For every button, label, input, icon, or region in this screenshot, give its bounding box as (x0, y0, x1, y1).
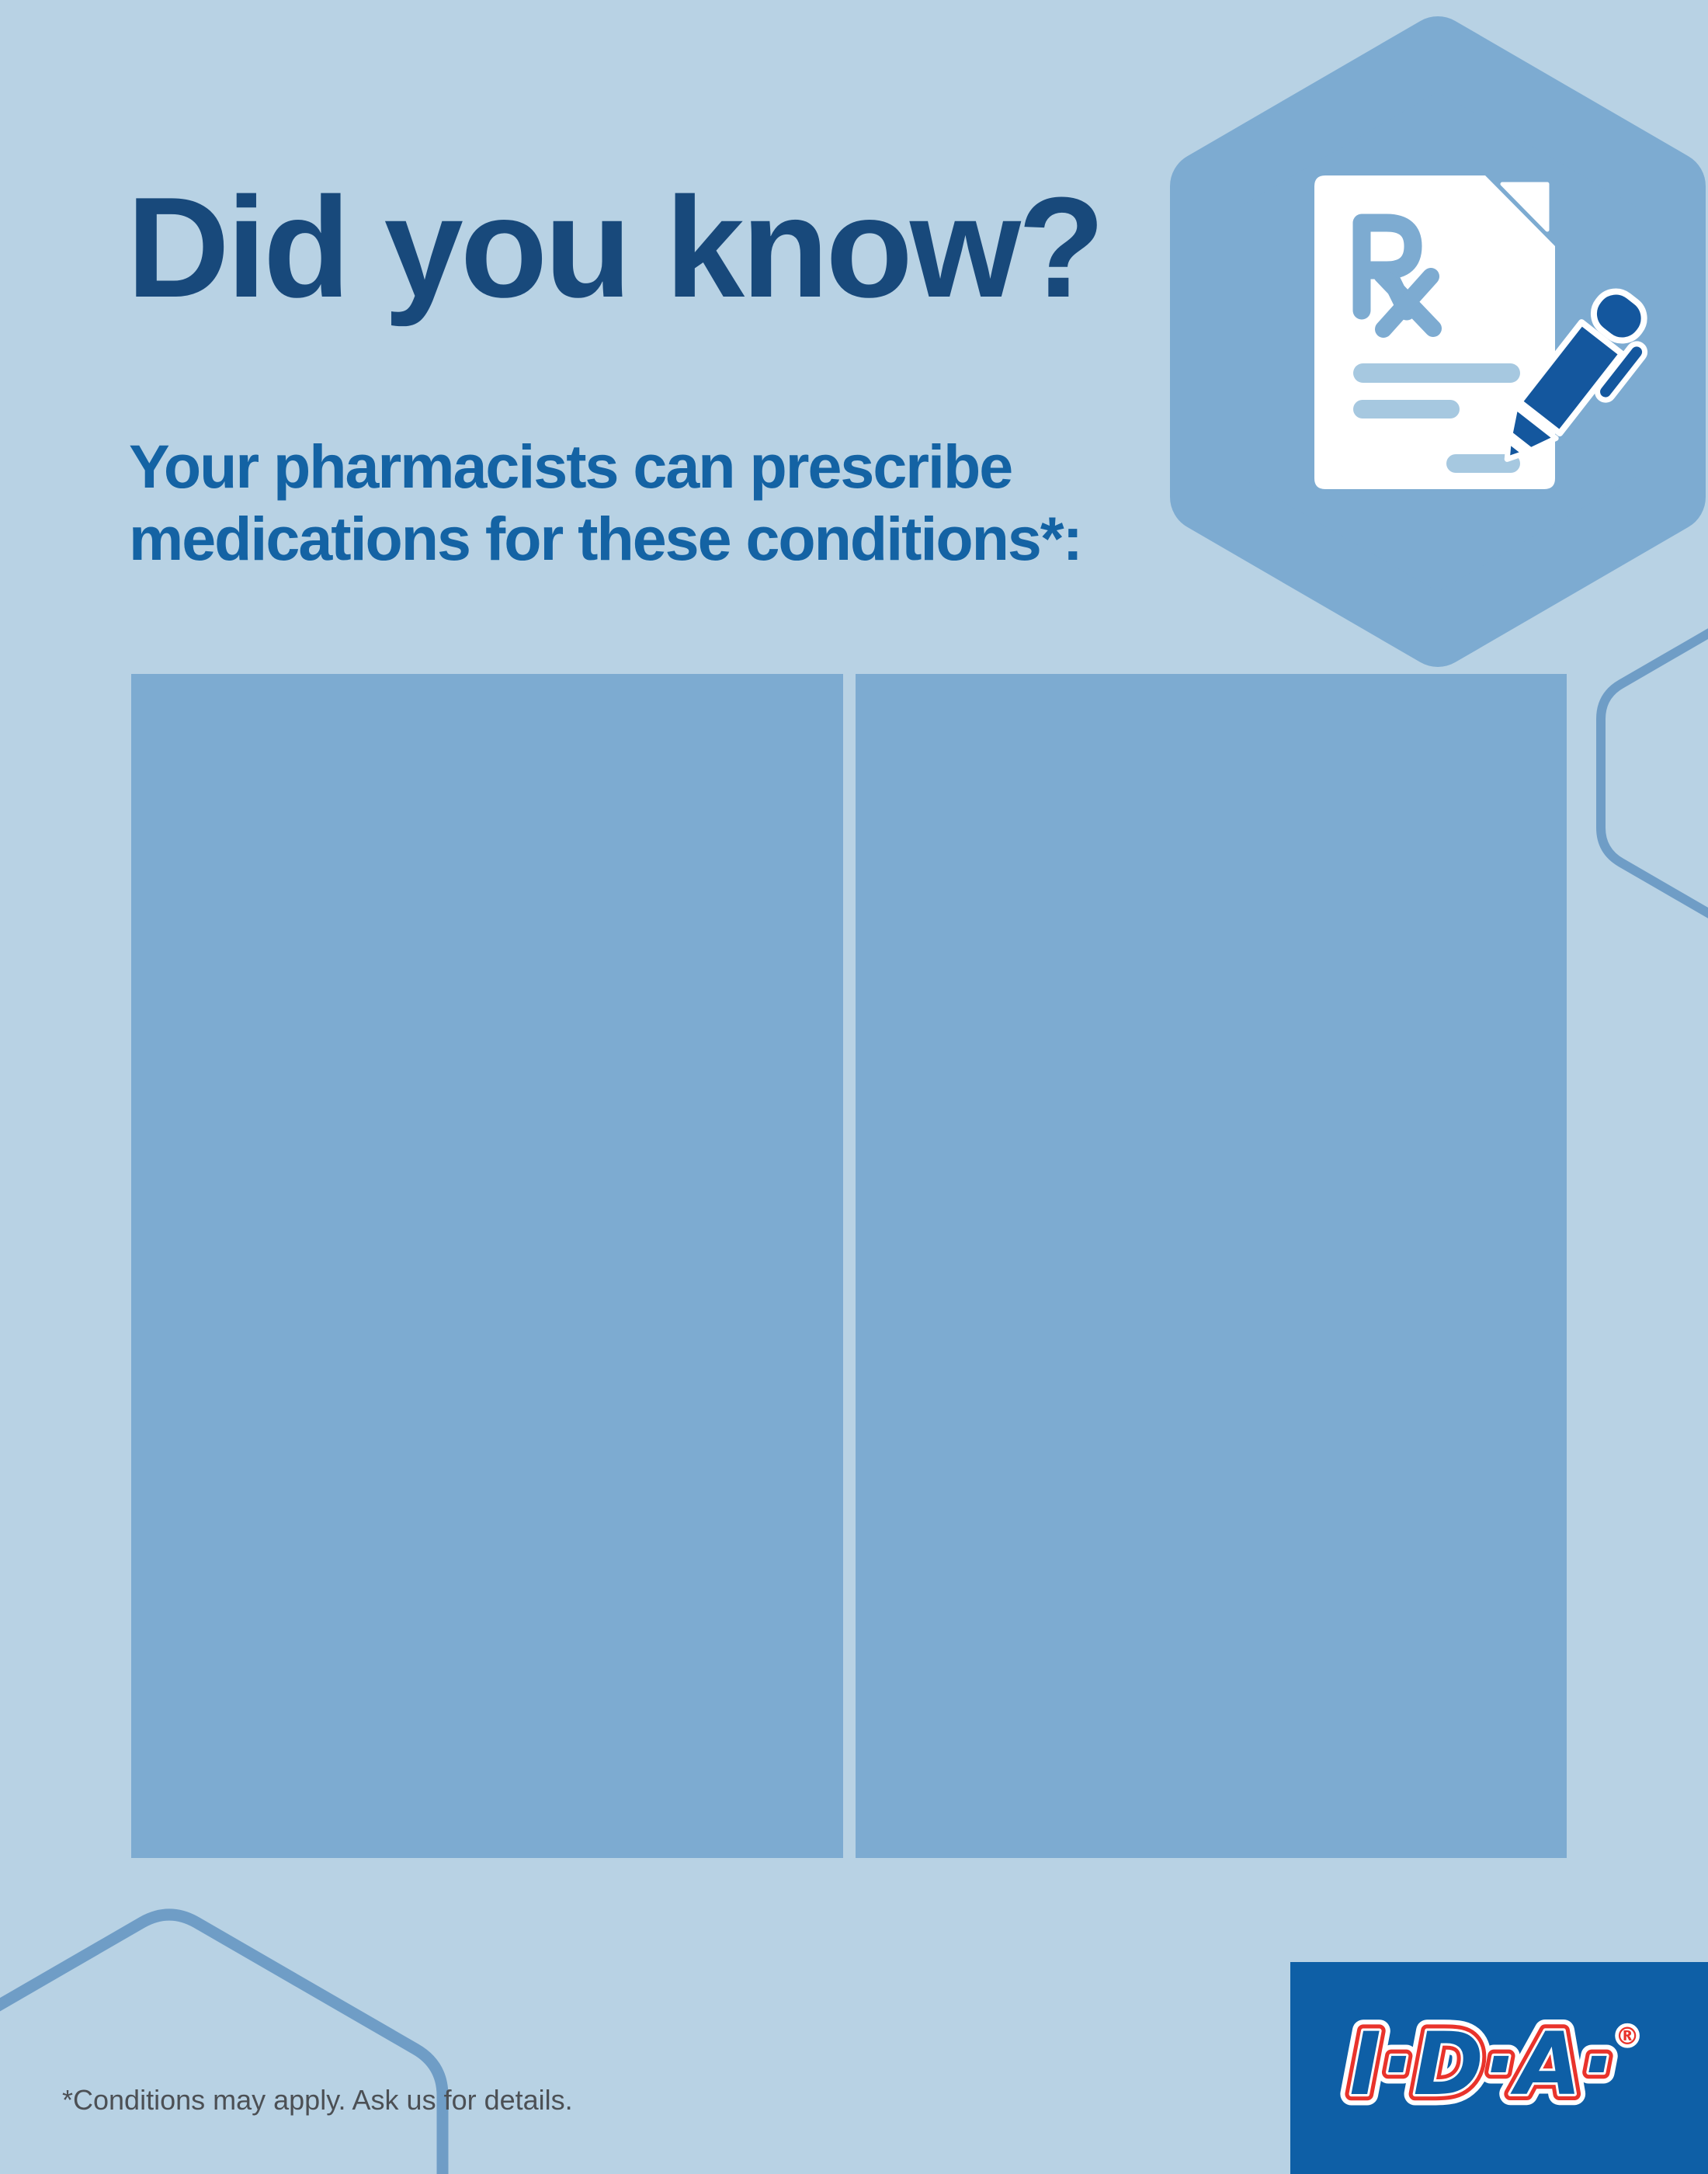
pen-tip (1504, 438, 1528, 462)
hexagon-outline-right (1596, 628, 1708, 919)
ida-logo-outline-white-outer: I·D·A· (1349, 2015, 1613, 2115)
registered-mark: ® (1616, 2023, 1640, 2051)
pen-cap (1590, 288, 1647, 344)
doc-signature-line (1446, 454, 1520, 473)
ida-logo-outline-red: I·D·A· (1349, 2015, 1613, 2115)
doc-line-2 (1353, 400, 1460, 418)
conditions-panel-left (131, 674, 843, 1858)
registered-mark-halo: ® (1616, 2023, 1640, 2051)
pen-cone (1507, 404, 1559, 453)
ida-logo-letters: I·D·A· (1349, 2015, 1613, 2115)
document-fold-flap (1500, 182, 1550, 232)
pen-clip (1595, 341, 1648, 403)
ida-logo-box: I·D·A· I·D·A· I·D·A· I·D·A· ® ® (1290, 1962, 1708, 2174)
pen-barrel (1516, 319, 1626, 437)
doc-line-1 (1353, 363, 1520, 383)
footnote: *Conditions may apply. Ask us for detail… (62, 2084, 573, 2116)
subtitle: Your pharmacists can prescribe medicatio… (129, 432, 1083, 573)
conditions-panel-right (856, 674, 1567, 1858)
page-title: Did you know? (127, 167, 1105, 327)
ida-logo-outline-white-inner: I·D·A· (1349, 2015, 1613, 2115)
rx-document-icon (1314, 175, 1648, 489)
hexagon-outline-bottom-left (0, 1908, 449, 2174)
ida-logo: I·D·A· I·D·A· I·D·A· I·D·A· ® ® (1338, 2004, 1644, 2127)
pen-icon (1504, 288, 1648, 462)
rx-symbol (1352, 214, 1442, 338)
